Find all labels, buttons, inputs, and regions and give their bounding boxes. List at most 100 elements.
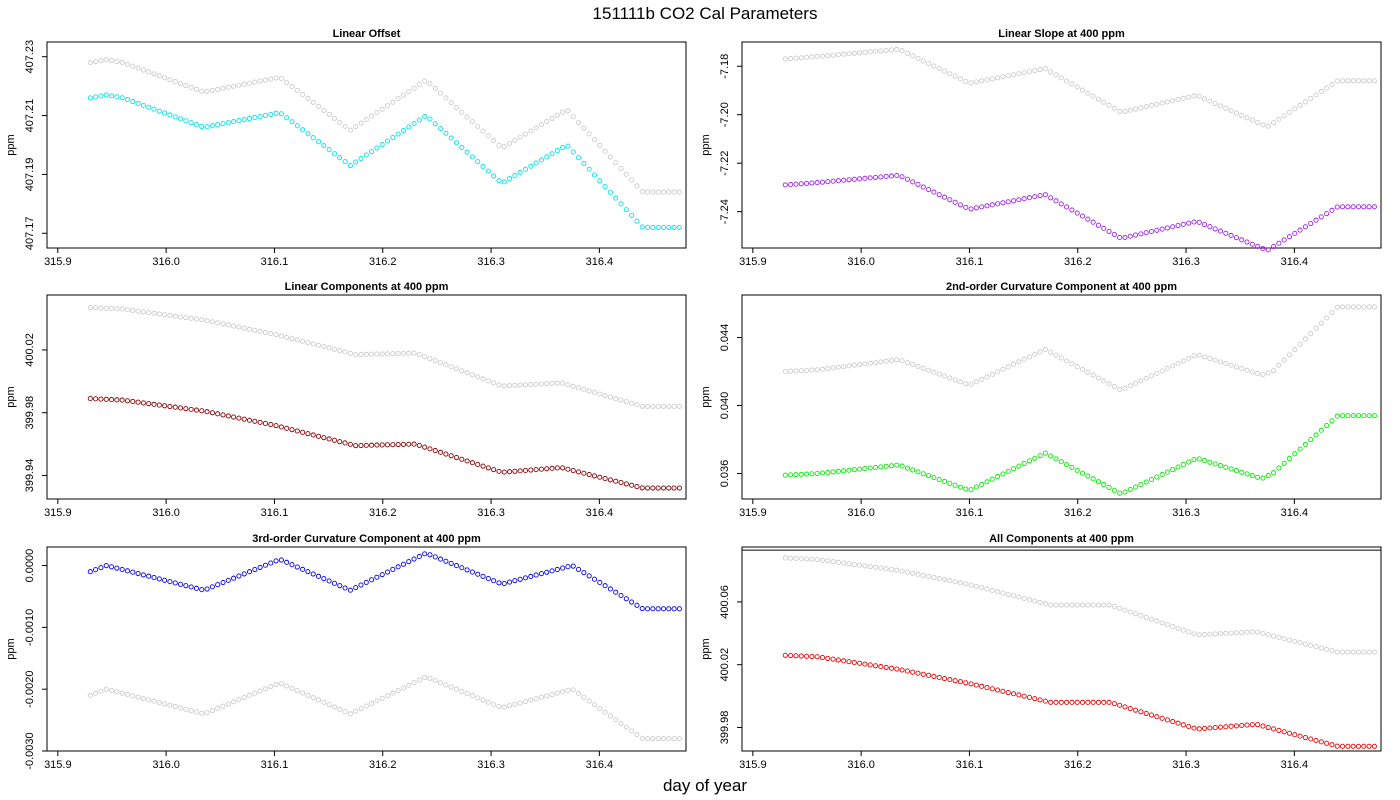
data-point (453, 366, 460, 372)
data-point (284, 425, 290, 431)
data-point (87, 95, 93, 101)
data-point (124, 568, 131, 574)
data-point (591, 389, 598, 396)
data-point (645, 736, 651, 742)
data-point (162, 312, 168, 318)
data-point (278, 75, 284, 82)
data-point (384, 103, 391, 109)
data-point (453, 686, 460, 692)
data-point (1032, 194, 1038, 200)
data-point (151, 401, 157, 407)
data-point (406, 350, 412, 356)
data-point (130, 63, 136, 69)
data-point (1217, 631, 1224, 637)
data-point (804, 471, 810, 477)
data-point (602, 148, 608, 154)
data-point (337, 583, 343, 589)
panel-3: Linear Components at 400 ppm 315.9 316.0 31… (5, 281, 687, 519)
data-point (1371, 78, 1377, 84)
data-point (337, 119, 343, 125)
data-point (888, 463, 895, 469)
data-point (188, 84, 194, 90)
data-point (591, 137, 598, 143)
data-point (305, 340, 311, 346)
data-point (162, 403, 168, 409)
data-point (300, 91, 306, 97)
data-point (130, 307, 136, 314)
data-point (114, 397, 120, 403)
data-point (485, 576, 491, 582)
data-point (1355, 743, 1362, 749)
data-point (1255, 119, 1261, 126)
data-point (570, 687, 576, 693)
data-point (151, 698, 157, 704)
data-point (894, 666, 900, 672)
data-point (1186, 723, 1192, 730)
data-point (273, 332, 279, 338)
data-point (1228, 108, 1234, 114)
data-point (1361, 204, 1367, 210)
data-point (289, 119, 295, 125)
series-1 (87, 57, 682, 195)
data-point (1005, 73, 1011, 79)
data-point (491, 173, 497, 179)
data-point (119, 95, 125, 101)
data-point (1233, 630, 1239, 636)
data-point (384, 351, 391, 357)
data-point (315, 433, 322, 439)
data-point (1281, 636, 1287, 642)
data-point (1127, 705, 1133, 712)
y-tick-label: 400.02 (719, 648, 731, 682)
data-point (1143, 710, 1149, 716)
data-point (395, 564, 401, 570)
data-point (968, 681, 974, 687)
data-point (1217, 463, 1224, 469)
data-point (114, 94, 120, 100)
data-point (1217, 359, 1224, 365)
data-point (491, 467, 497, 473)
data-point (602, 476, 608, 482)
data-point (103, 686, 109, 692)
data-point (124, 691, 131, 698)
data-point (231, 83, 237, 89)
data-point (857, 176, 863, 182)
data-point (305, 569, 311, 575)
data-point (278, 333, 284, 339)
plot-frame (741, 546, 1382, 752)
data-point (395, 441, 401, 448)
data-point (798, 55, 804, 61)
data-point (1292, 106, 1298, 112)
data-point (995, 201, 1001, 207)
data-point (294, 87, 300, 93)
data-point (400, 441, 406, 447)
data-point (140, 400, 146, 406)
data-point (910, 53, 916, 59)
data-point (1148, 616, 1155, 622)
data-point (989, 476, 995, 482)
data-point (1111, 603, 1117, 610)
data-point (809, 556, 815, 562)
data-point (98, 396, 104, 402)
data-point (512, 382, 518, 388)
data-point (109, 306, 115, 312)
data-point (374, 698, 380, 704)
data-point (204, 88, 210, 94)
data-point (1223, 230, 1229, 236)
x-tick-label: 316.2 (369, 507, 397, 519)
data-point (554, 380, 560, 386)
data-point (1276, 362, 1282, 368)
data-point (1064, 699, 1070, 705)
series-1 (87, 551, 682, 612)
data-point (963, 581, 969, 587)
data-point (443, 362, 449, 368)
data-point (1138, 378, 1144, 384)
data-point (390, 134, 396, 141)
data-point (1223, 464, 1229, 470)
data-point (1111, 105, 1117, 111)
data-point (177, 705, 184, 711)
data-point (220, 121, 226, 127)
data-point (830, 656, 836, 662)
data-point (358, 155, 364, 162)
data-point (193, 709, 200, 715)
data-point (284, 79, 290, 85)
